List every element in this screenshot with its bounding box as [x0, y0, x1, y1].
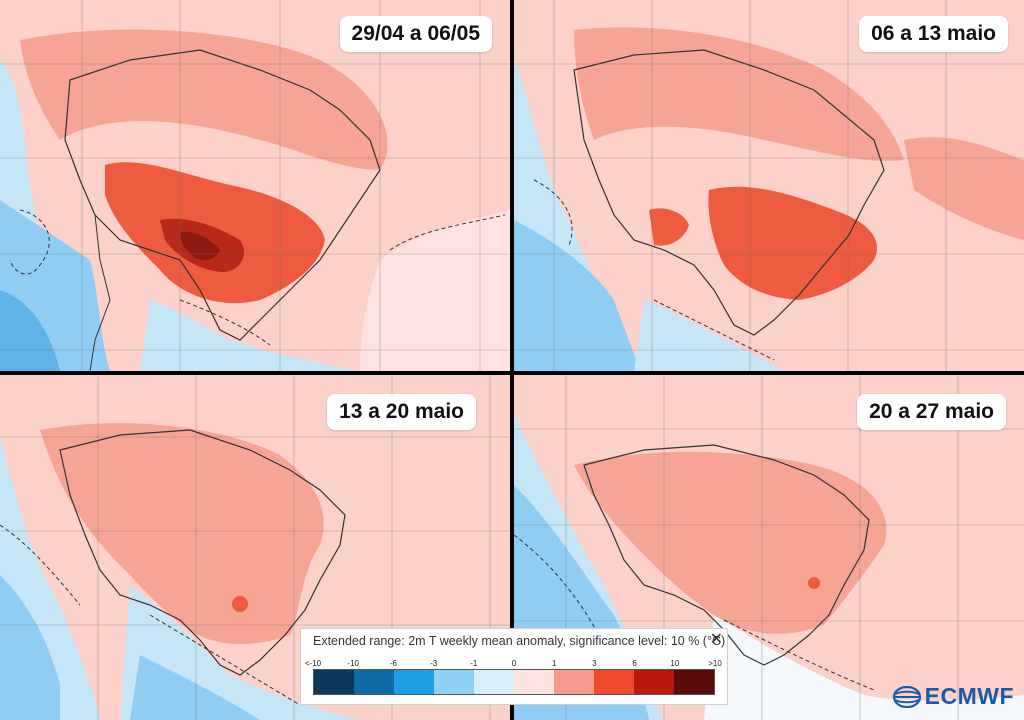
legend-tick: <-10	[304, 659, 322, 668]
map-panel-week-1: 29/04 a 06/05	[0, 0, 510, 371]
legend-swatch	[354, 670, 394, 694]
anomaly-map-2	[514, 0, 1024, 371]
legend-swatch	[634, 670, 674, 694]
ecmwf-globe-icon	[892, 685, 921, 708]
logo-text: ECMWF	[924, 683, 1014, 709]
legend-swatch	[314, 670, 354, 694]
legend-tick: -3	[430, 659, 438, 668]
legend-tick: 3	[592, 659, 597, 668]
legend-swatch	[514, 670, 554, 694]
legend-ticks: <-10 -10 -6 -3 -1 0 1 3 6 10 >10	[305, 659, 722, 671]
map-panel-week-2: 06 a 13 maio	[514, 0, 1024, 371]
legend-swatch	[554, 670, 594, 694]
legend-tick: -1	[470, 659, 478, 668]
panel-divider-horizontal	[0, 371, 1024, 375]
legend-tick: -10	[347, 659, 359, 668]
color-legend: Extended range: 2m T weekly mean anomaly…	[300, 628, 728, 705]
legend-title: Extended range: 2m T weekly mean anomaly…	[313, 634, 726, 648]
ecmwf-logo: ECMWF	[892, 683, 1014, 710]
legend-tick: 10	[670, 659, 680, 668]
legend-swatch	[474, 670, 514, 694]
period-label: 06 a 13 maio	[859, 16, 1008, 52]
period-label: 20 a 27 maio	[857, 394, 1006, 430]
legend-color-bar	[313, 669, 715, 695]
legend-swatch	[434, 670, 474, 694]
period-label: 13 a 20 maio	[327, 394, 476, 430]
legend-tick: 6	[632, 659, 637, 668]
anomaly-map-1	[0, 0, 510, 371]
legend-tick: >10	[708, 659, 722, 668]
close-icon[interactable]: ✕	[709, 629, 723, 648]
legend-swatch	[594, 670, 634, 694]
legend-tick: 1	[551, 659, 557, 668]
legend-tick: -6	[389, 659, 397, 668]
panel-divider-vertical	[510, 0, 514, 720]
legend-tick: 0	[511, 659, 517, 668]
legend-swatch	[394, 670, 434, 694]
period-label: 29/04 a 06/05	[339, 16, 492, 52]
legend-swatch	[674, 670, 714, 694]
